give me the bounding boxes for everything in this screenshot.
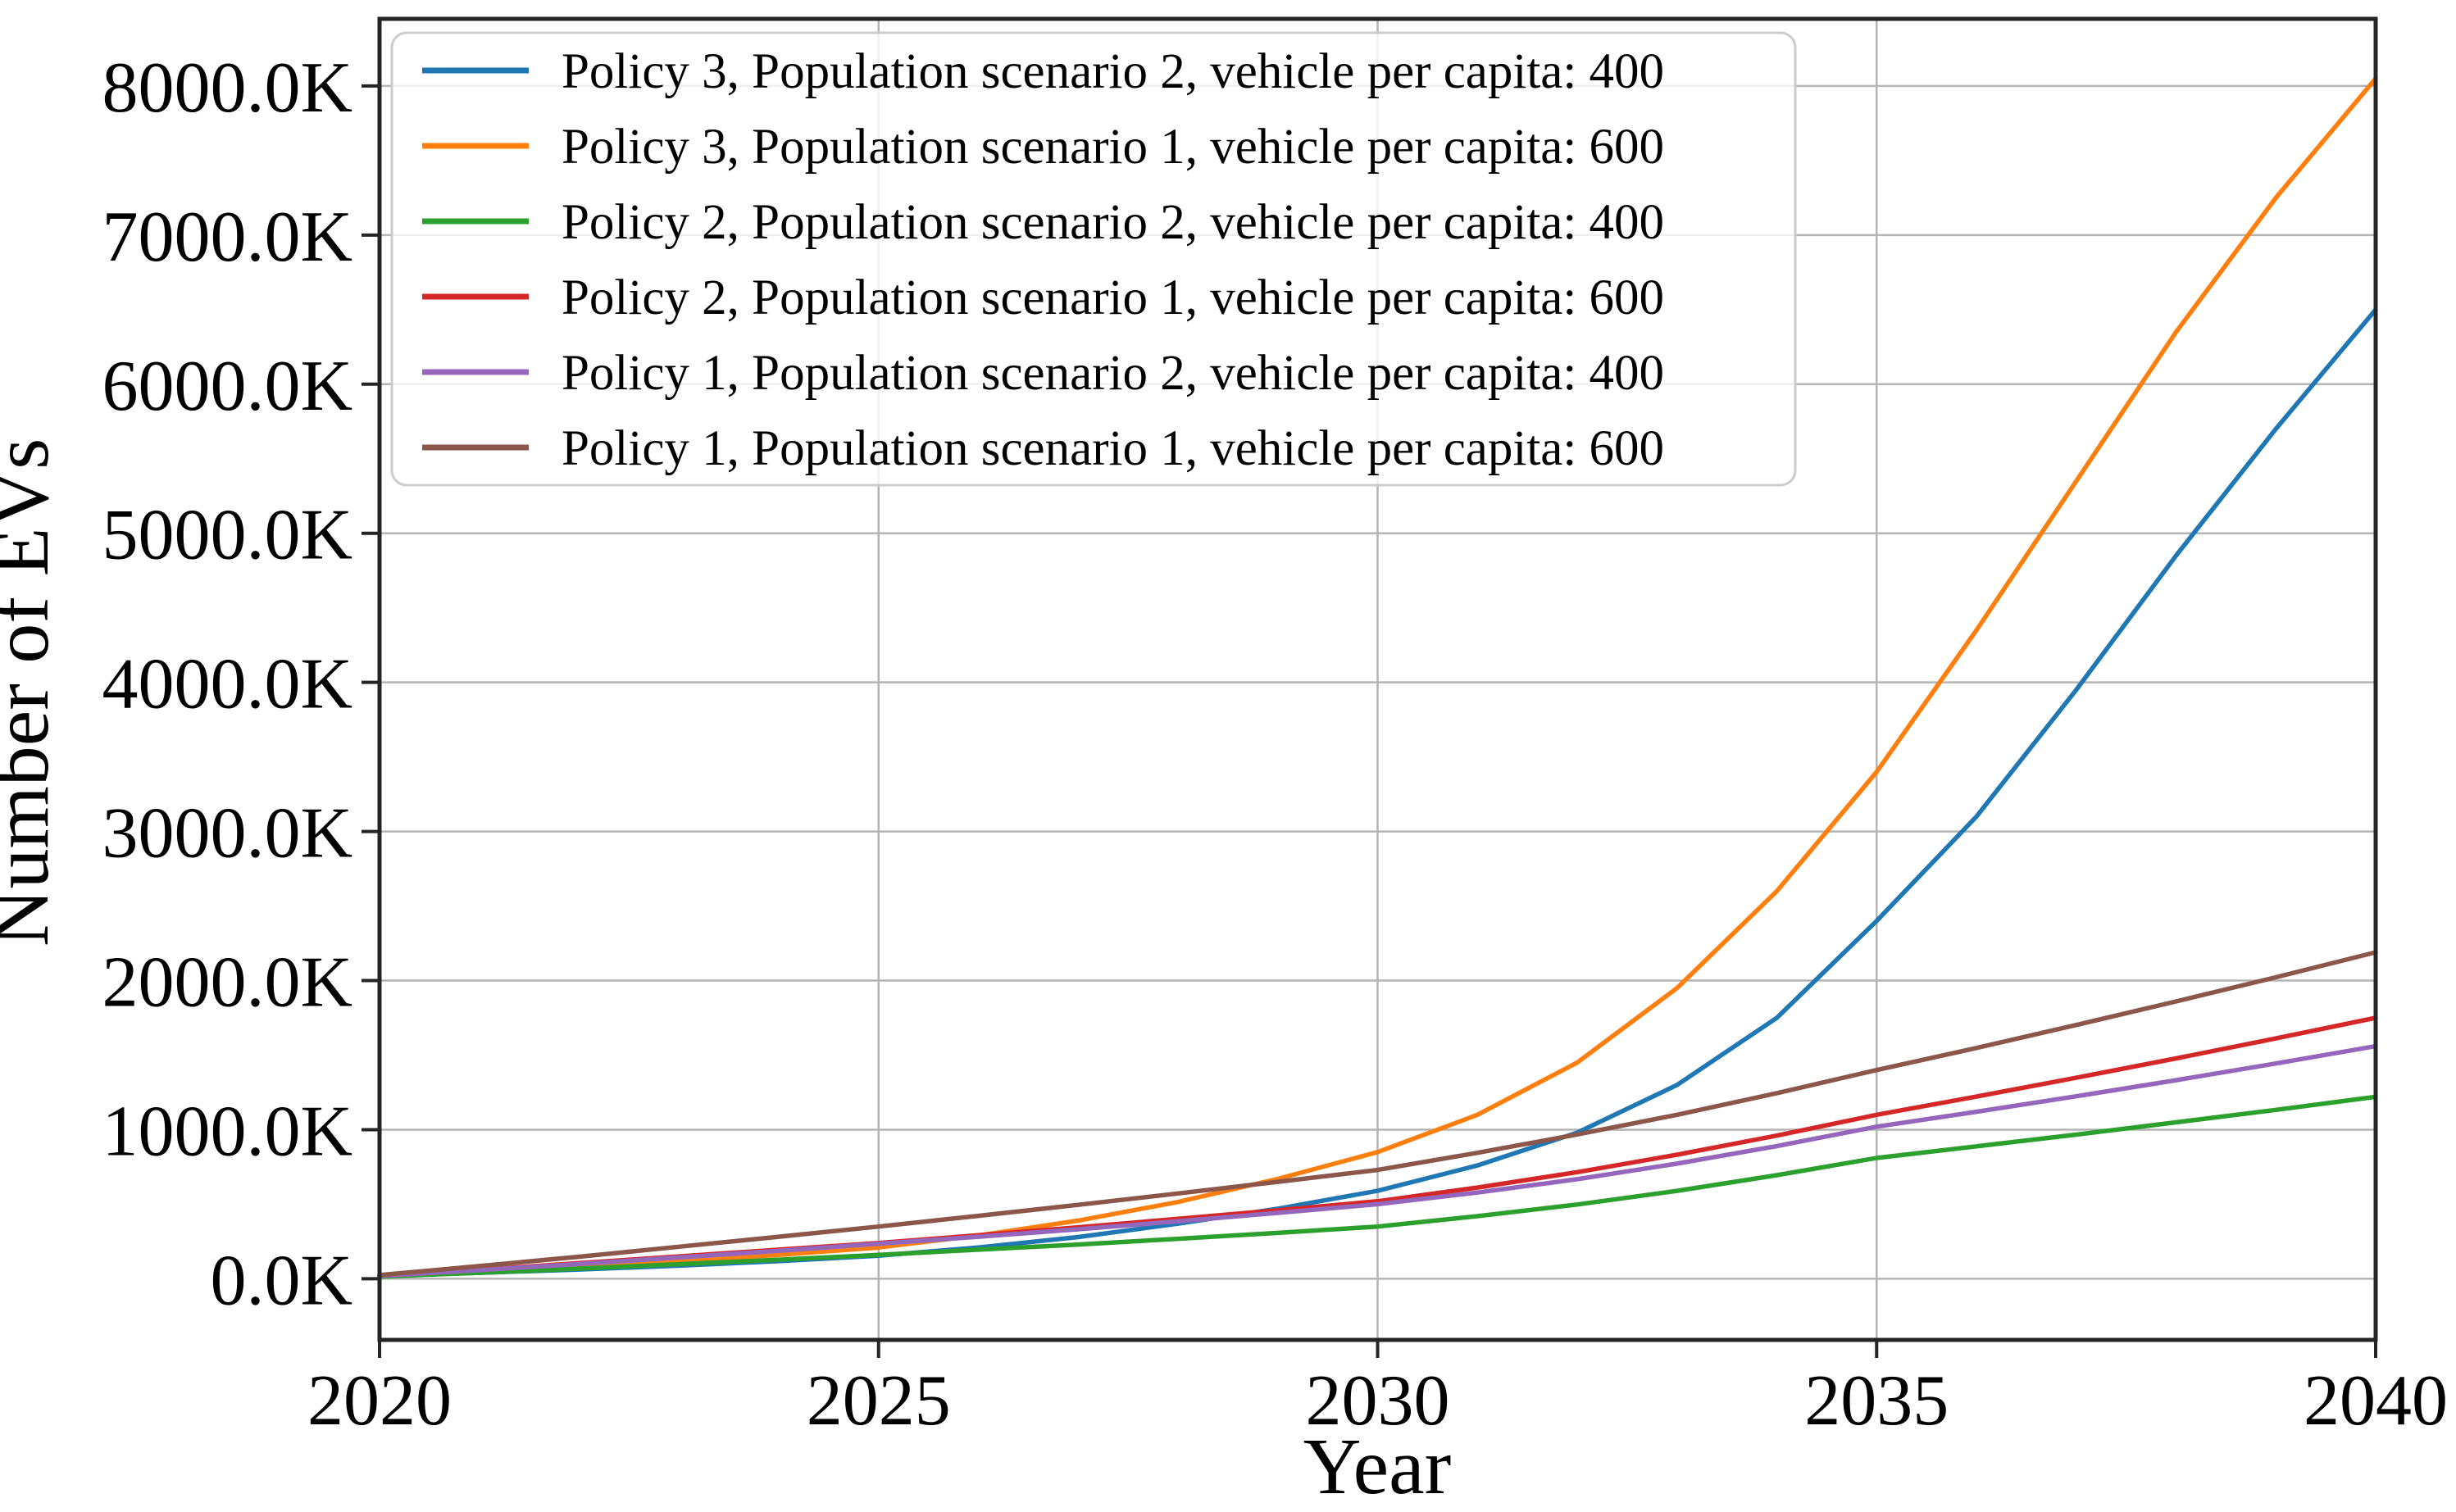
y-tick-label-1000: 1000.0K [102, 1092, 352, 1171]
legend-label-2: Policy 3, Population scenario 1, vehicle… [562, 120, 1664, 175]
series-line-3 [377, 1094, 2378, 1279]
axis-ticks [362, 84, 2377, 1358]
y-tick-label-0: 0.0K [210, 1241, 352, 1320]
series-line-5 [377, 1043, 2378, 1278]
x-tick-label-2030: 2030 [1306, 1361, 1450, 1441]
y-axis-title: Number of EVs [0, 438, 66, 947]
axis-tick-labels: 0.0K 1000.0K 2000.0K 3000.0K 4000.0K 5000.0K 6… [102, 48, 2448, 1441]
y-tick-label-5000: 5000.0K [102, 496, 352, 575]
y-tick-label-7000: 7000.0K [102, 198, 352, 277]
legend-label-5: Policy 1, Population scenario 2, vehicle… [562, 346, 1664, 401]
legend-label-6: Policy 1, Population scenario 1, vehicle… [562, 421, 1664, 476]
legend: Policy 3, Population scenario 2, vehicle… [390, 31, 1797, 487]
legend-label-3: Policy 2, Population scenario 2, vehicle… [562, 195, 1664, 250]
y-tick-label-6000: 6000.0K [102, 347, 352, 426]
x-tick-label-2025: 2025 [807, 1361, 951, 1441]
x-tick-label-2035: 2035 [1804, 1361, 1949, 1441]
legend-label-1: Policy 3, Population scenario 2, vehicle… [562, 44, 1664, 99]
y-tick-label-2000: 2000.0K [102, 943, 352, 1023]
x-tick-label-2020: 2020 [307, 1361, 452, 1441]
legend-label-4: Policy 2, Population scenario 1, vehicle… [562, 270, 1664, 325]
data-series [377, 76, 2378, 1279]
x-axis-title: Year [1303, 1423, 1452, 1511]
series-line-6 [377, 950, 2378, 1278]
y-tick-label-4000: 4000.0K [102, 645, 352, 724]
x-tick-label-2040: 2040 [2304, 1361, 2448, 1441]
legend-box [390, 31, 1797, 487]
y-tick-label-8000: 8000.0K [102, 48, 352, 128]
y-tick-label-3000: 3000.0K [102, 794, 352, 874]
series-line-2 [377, 76, 2378, 1278]
